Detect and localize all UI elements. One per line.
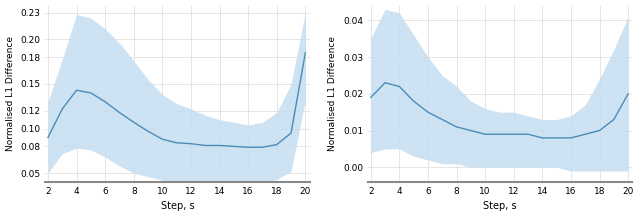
Y-axis label: Normalised L1 Difference: Normalised L1 Difference xyxy=(328,36,337,151)
X-axis label: Step, s: Step, s xyxy=(161,201,194,211)
Y-axis label: Normalised L1 Difference: Normalised L1 Difference xyxy=(6,36,15,151)
X-axis label: Step, s: Step, s xyxy=(483,201,517,211)
